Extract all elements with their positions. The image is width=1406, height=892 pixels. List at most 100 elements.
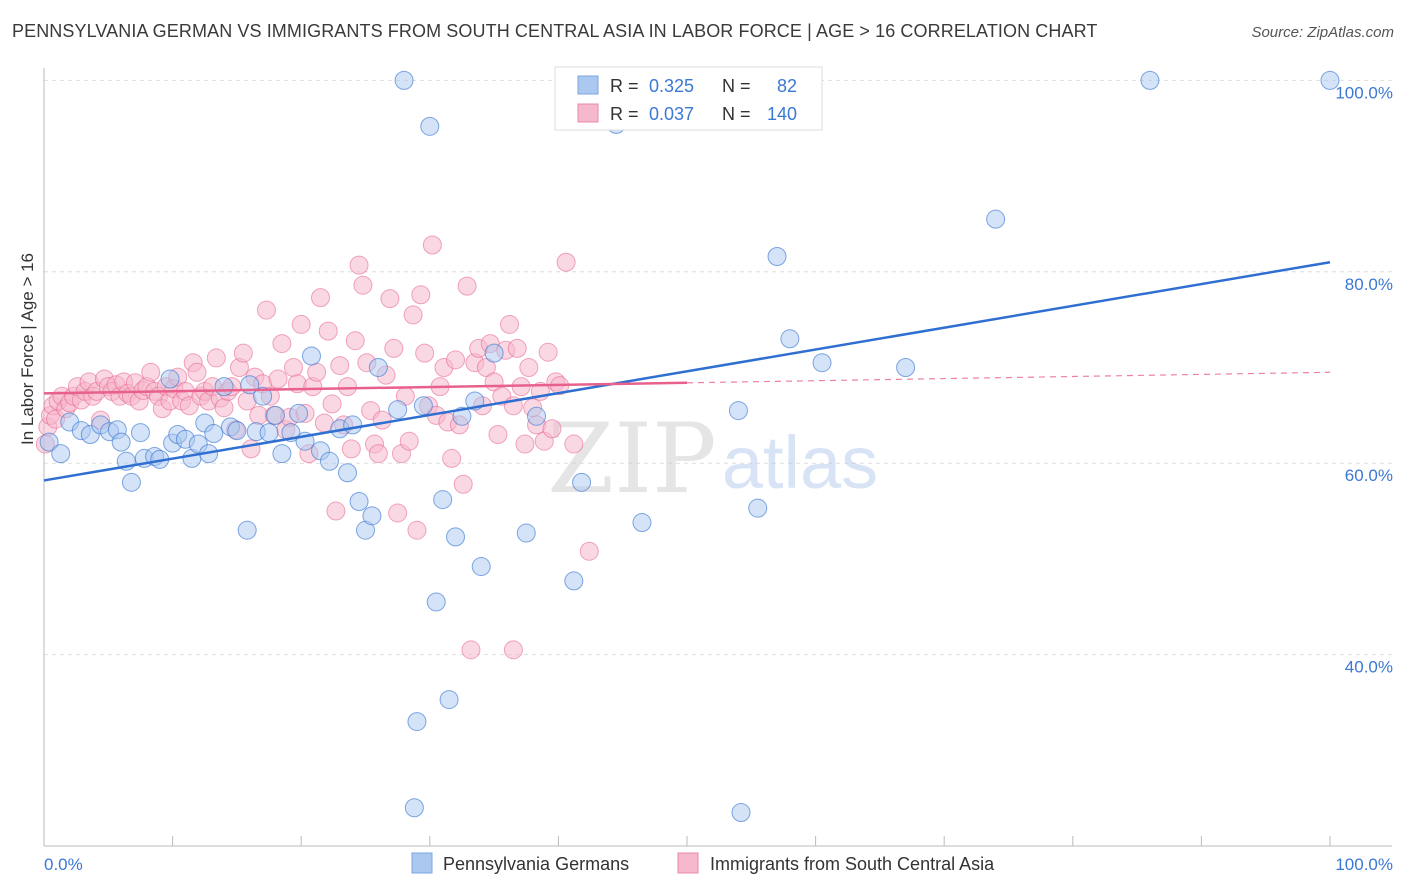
point-pennsylvania	[439, 690, 459, 710]
point-pennsylvania	[362, 506, 382, 526]
point-pennsylvania	[812, 353, 832, 373]
point-immigrants	[268, 369, 288, 389]
point-immigrants	[503, 640, 523, 660]
point-pennsylvania	[121, 472, 141, 492]
point-immigrants	[461, 640, 481, 660]
point-pennsylvania	[259, 423, 279, 443]
point-pennsylvania	[413, 396, 433, 416]
point-immigrants	[353, 275, 373, 295]
point-immigrants	[241, 439, 261, 459]
point-immigrants	[411, 285, 431, 305]
point-immigrants	[507, 338, 527, 358]
point-pennsylvania	[39, 432, 59, 452]
point-pennsylvania	[780, 329, 800, 349]
point-pennsylvania	[728, 401, 748, 421]
point-pennsylvania	[319, 451, 339, 471]
watermark-zip: ZIP	[547, 403, 716, 515]
point-pennsylvania	[433, 490, 453, 510]
legend-n-value-1: 140	[767, 104, 797, 124]
point-immigrants	[542, 419, 562, 439]
point-immigrants	[233, 343, 253, 363]
x-tick-label-max: 100.0%	[1335, 855, 1393, 874]
legend-r-value-0: 0.325	[649, 76, 694, 96]
point-immigrants	[141, 362, 161, 382]
point-immigrants	[291, 314, 311, 334]
point-pennsylvania	[1140, 70, 1160, 90]
point-pennsylvania	[301, 346, 321, 366]
point-immigrants	[283, 358, 303, 377]
point-pennsylvania	[446, 527, 466, 547]
point-immigrants	[488, 424, 508, 444]
point-pennsylvania	[272, 444, 292, 464]
point-immigrants	[384, 338, 404, 358]
point-immigrants	[206, 348, 226, 368]
point-pennsylvania	[204, 424, 224, 444]
legend-swatch-blue	[577, 75, 599, 95]
point-pennsylvania	[214, 377, 234, 397]
point-immigrants	[579, 541, 599, 561]
legend-r-label-1: R =	[610, 104, 639, 124]
point-pennsylvania	[368, 358, 388, 377]
point-immigrants	[556, 252, 576, 272]
chart-title: PENNSYLVANIA GERMAN VS IMMIGRANTS FROM S…	[12, 21, 1098, 41]
point-immigrants	[341, 439, 361, 459]
trend-line-immigrants-dashed	[686, 371, 1331, 384]
legend: R = 0.325 N = 82 R = 0.037 N = 140	[554, 66, 823, 131]
point-pennsylvania	[632, 513, 652, 533]
point-immigrants	[337, 377, 357, 397]
point-pennsylvania	[349, 491, 369, 511]
y-tick-label: 40.0%	[1345, 658, 1393, 677]
point-pennsylvania	[253, 386, 273, 406]
legend-swatch-pink	[577, 103, 599, 123]
legend-box	[554, 66, 823, 131]
y-tick-label: 80.0%	[1345, 275, 1393, 294]
bottom-legend-label-blue: Pennsylvania Germans	[443, 854, 629, 874]
point-pennsylvania	[265, 405, 285, 425]
point-immigrants	[349, 255, 369, 275]
point-pennsylvania	[426, 592, 446, 612]
bottom-legend-swatch-blue	[411, 852, 433, 874]
point-immigrants	[214, 398, 234, 418]
point-pennsylvania	[227, 421, 247, 441]
trend-line-pennsylvania	[43, 260, 1331, 482]
point-pennsylvania	[484, 343, 504, 363]
legend-n-label-1: N =	[722, 104, 751, 124]
point-pennsylvania	[471, 557, 491, 577]
point-pennsylvania	[160, 369, 180, 389]
point-immigrants	[453, 474, 473, 494]
point-immigrants	[564, 434, 584, 454]
point-immigrants	[372, 410, 392, 430]
point-pennsylvania	[394, 70, 414, 90]
watermark: ZIP atlas	[547, 403, 878, 515]
point-immigrants	[345, 331, 365, 351]
bottom-legend: Pennsylvania Germans Immigrants from Sou…	[411, 852, 995, 874]
point-immigrants	[307, 362, 327, 382]
legend-r-value-1: 0.037	[649, 104, 694, 124]
point-pennsylvania	[527, 406, 547, 426]
point-immigrants	[403, 305, 423, 325]
point-immigrants	[388, 503, 408, 523]
point-immigrants	[422, 235, 442, 255]
source-label: Source: ZipAtlas.com	[1251, 24, 1394, 41]
point-pennsylvania	[452, 406, 472, 426]
point-pennsylvania	[420, 116, 440, 136]
point-immigrants	[399, 431, 419, 451]
trend-line-immigrants	[43, 381, 688, 395]
point-immigrants	[322, 394, 342, 414]
bottom-legend-label-pink: Immigrants from South Central Asia	[710, 854, 995, 874]
point-immigrants	[515, 434, 535, 454]
point-immigrants	[519, 358, 539, 377]
bottom-legend-swatch-pink	[677, 852, 699, 874]
point-immigrants	[272, 334, 292, 354]
point-immigrants	[415, 343, 435, 363]
point-pennsylvania	[343, 415, 363, 435]
point-immigrants	[538, 342, 558, 362]
point-immigrants	[407, 520, 427, 540]
point-immigrants	[442, 448, 462, 468]
trend-lines	[43, 260, 1331, 482]
point-pennsylvania	[564, 571, 584, 591]
point-immigrants	[187, 362, 207, 382]
point-pennsylvania	[404, 798, 424, 818]
watermark-atlas: atlas	[722, 421, 878, 504]
point-pennsylvania	[289, 403, 309, 423]
